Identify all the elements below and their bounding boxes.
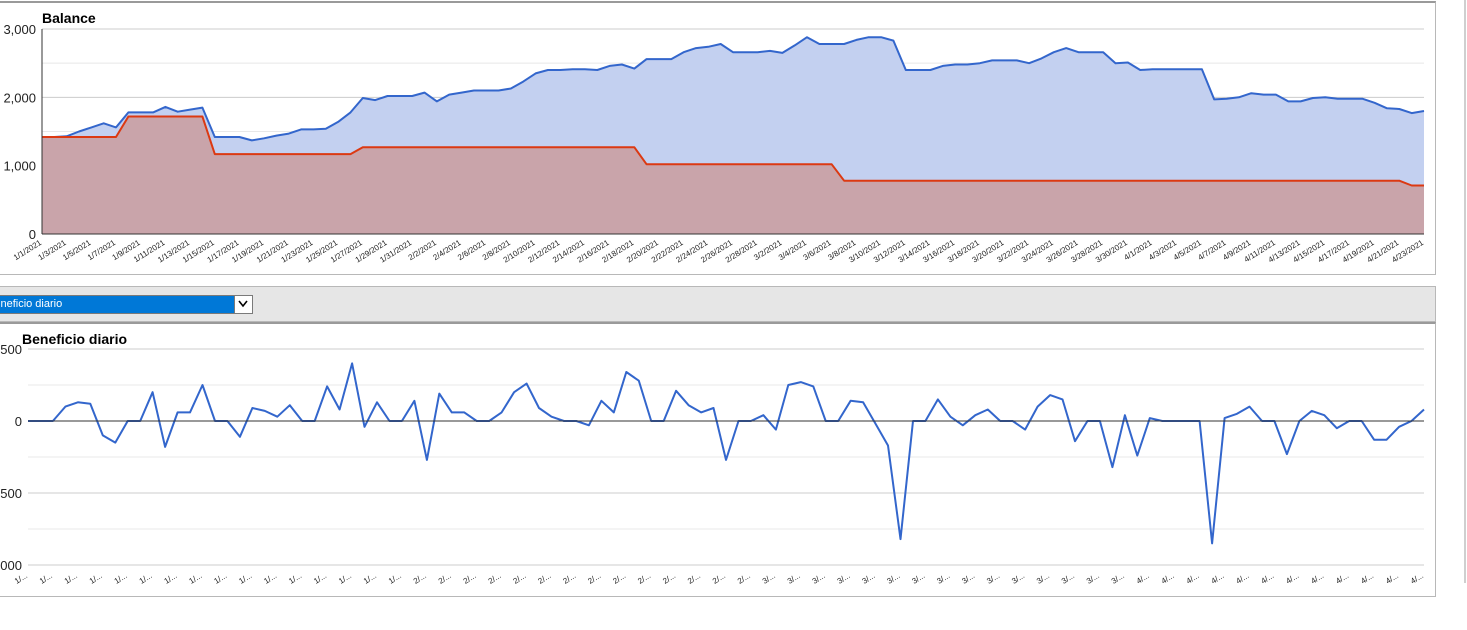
x-tick-label: 2/... — [586, 571, 602, 586]
x-tick-label: 2/... — [462, 571, 478, 586]
x-tick-label: 1/... — [113, 571, 129, 586]
metric-select[interactable]: Beneficio diario — [0, 295, 253, 314]
chart-selector-bar: Beneficio diario — [0, 286, 1436, 322]
x-tick-label: 4/... — [1135, 571, 1151, 586]
x-tick-label: 1/... — [237, 571, 253, 586]
y-tick-label: 500 — [0, 342, 22, 357]
x-tick-label: 1/... — [287, 571, 303, 586]
x-tick-label: 1/... — [63, 571, 79, 586]
metric-select-value: Beneficio diario — [0, 296, 234, 313]
x-tick-label: 3/... — [1010, 571, 1026, 586]
x-tick-label: 2/... — [636, 571, 652, 586]
x-tick-label: 2/... — [512, 571, 528, 586]
x-tick-label: 1/... — [138, 571, 154, 586]
x-tick-label: 3/... — [985, 571, 1001, 586]
x-tick-label: 4/... — [1359, 571, 1375, 586]
x-tick-label: 2/... — [437, 571, 453, 586]
x-tick-label: 1/... — [262, 571, 278, 586]
x-tick-label: 1/... — [13, 571, 29, 586]
x-tick-label: 2/... — [736, 571, 752, 586]
x-tick-label: 2/... — [611, 571, 627, 586]
x-tick-label: 1/... — [337, 571, 353, 586]
x-tick-label: 4/... — [1284, 571, 1300, 586]
y-tick-label: 0 — [15, 414, 22, 429]
x-tick-label: 3/... — [1110, 571, 1126, 586]
x-tick-label: 2/... — [487, 571, 503, 586]
series-0-line — [28, 362, 1425, 545]
y-tick-label: -1,000 — [0, 558, 22, 573]
x-tick-label: 3/... — [910, 571, 926, 586]
x-tick-label: 3/... — [885, 571, 901, 586]
x-tick-label: 1/... — [187, 571, 203, 586]
x-tick-label: 1/... — [38, 571, 54, 586]
x-tick-label: 1/... — [362, 571, 378, 586]
x-tick-label: 3/... — [836, 571, 852, 586]
daily-chart-title: Beneficio diario — [22, 331, 127, 347]
x-tick-label: 2/... — [536, 571, 552, 586]
x-tick-label: 4/... — [1384, 571, 1400, 586]
x-tick-label: 4/... — [1259, 571, 1275, 586]
y-tick-label: 3,000 — [3, 22, 36, 37]
y-tick-label: -500 — [0, 486, 22, 501]
x-tick-label: 3/... — [960, 571, 976, 586]
area-series-1-fill — [42, 116, 1424, 234]
x-tick-label: 4/... — [1334, 571, 1350, 586]
chevron-down-icon[interactable] — [234, 296, 252, 313]
x-tick-label: 3/... — [1035, 571, 1051, 586]
x-tick-label: 2/... — [686, 571, 702, 586]
x-tick-label: 1/... — [212, 571, 228, 586]
x-tick-label: 3/... — [935, 571, 951, 586]
x-tick-label: 3/... — [1060, 571, 1076, 586]
x-tick-label: 4/... — [1309, 571, 1325, 586]
x-tick-label: 2/... — [412, 571, 428, 586]
daily-profit-chart-panel — [0, 322, 1436, 597]
x-tick-label: 1/... — [88, 571, 104, 586]
x-tick-label: 1/... — [163, 571, 179, 586]
x-tick-label: 3/... — [786, 571, 802, 586]
balance-plot: 01,0002,0003,0001/1/20211/3/20211/5/2021… — [3, 22, 1425, 265]
x-tick-label: 4/... — [1234, 571, 1250, 586]
x-tick-label: 1/... — [312, 571, 328, 586]
x-tick-label: 3/... — [1085, 571, 1101, 586]
x-tick-label: 1/... — [387, 571, 403, 586]
x-tick-label: 3/... — [861, 571, 877, 586]
x-tick-label: 2/... — [661, 571, 677, 586]
x-tick-label: 3/... — [811, 571, 827, 586]
series-1-line — [42, 115, 1424, 187]
balance-chart-title: Balance — [42, 10, 96, 26]
x-tick-label: 4/... — [1160, 571, 1176, 586]
y-tick-label: 0 — [29, 227, 36, 242]
x-tick-label: 2/... — [711, 571, 727, 586]
y-tick-label: 2,000 — [3, 90, 36, 105]
x-tick-label: 2/... — [561, 571, 577, 586]
x-tick-label: 4/... — [1409, 571, 1425, 586]
daily-profit-plot: -1,000 -500 0 500 1/... 1/... 1/... 1/... 1/... 1… — [0, 342, 1425, 586]
x-tick-label: 3/... — [761, 571, 777, 586]
y-tick-label: 1,000 — [3, 159, 36, 174]
window-edge — [1464, 0, 1466, 583]
x-tick-label: 4/... — [1185, 571, 1201, 586]
x-tick-label: 4/... — [1210, 571, 1226, 586]
series-0-line — [42, 36, 1425, 142]
